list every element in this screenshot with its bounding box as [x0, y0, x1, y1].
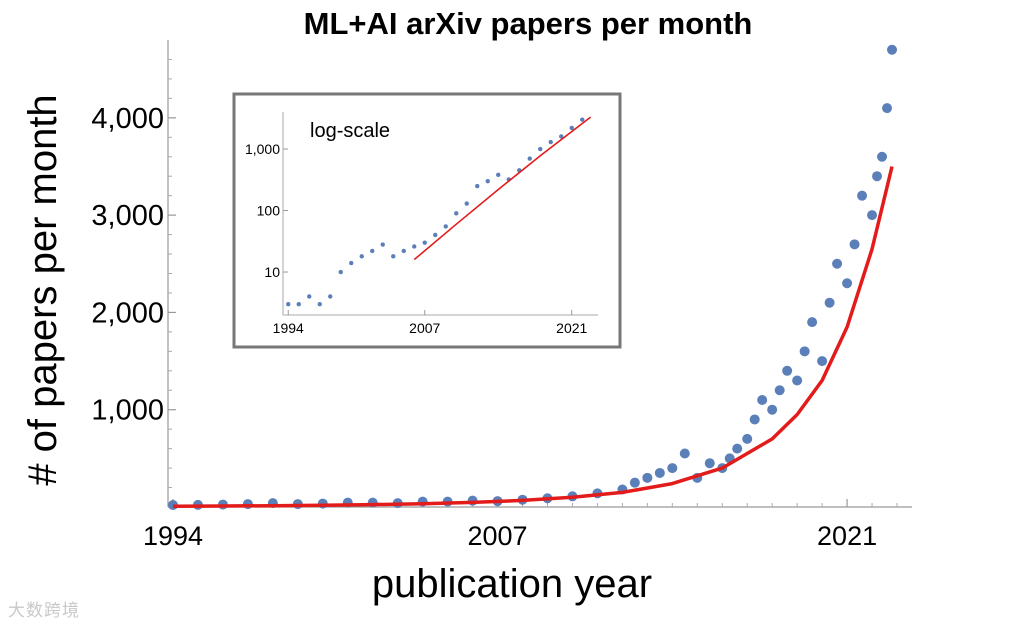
data-point	[667, 463, 678, 474]
data-point	[882, 103, 893, 114]
inset-data-point	[296, 301, 301, 307]
x-tick-label: 2021	[817, 521, 877, 551]
inset-data-point	[422, 240, 427, 245]
inset-points	[286, 117, 585, 307]
data-point	[757, 394, 768, 405]
data-point	[817, 356, 828, 367]
inset-data-point	[580, 117, 585, 122]
data-point	[872, 171, 883, 182]
inset-data-point	[464, 201, 469, 206]
y-tick-label: 1,000	[91, 395, 164, 427]
inset-data-point	[380, 242, 385, 247]
data-point	[792, 375, 803, 386]
data-point	[654, 467, 665, 478]
inset-data-point	[559, 134, 564, 139]
x-tick-label: 1994	[143, 521, 203, 551]
data-point	[807, 317, 818, 328]
inset-data-point	[349, 260, 354, 266]
inset-data-point	[401, 248, 406, 254]
data-point	[832, 258, 843, 269]
inset-x-tick-label: 2021	[556, 320, 587, 336]
data-point	[857, 190, 868, 201]
data-point	[877, 151, 888, 162]
inset-y-tick-label: 1,000	[245, 141, 280, 157]
inset-y-tick-label: 100	[257, 203, 281, 219]
chart-title: ML+AI arXiv papers per month	[304, 6, 753, 41]
data-point	[887, 44, 898, 55]
data-point	[629, 477, 640, 488]
y-tick-label: 2,000	[91, 297, 164, 329]
watermark-text: 大数跨境	[8, 601, 80, 621]
inset-data-point	[391, 254, 396, 259]
inset-data-point	[338, 269, 343, 275]
inset-fit-line	[413, 116, 592, 261]
inset-data-point	[359, 254, 364, 259]
inset-data-point	[370, 248, 375, 254]
inset-data-point	[538, 146, 543, 152]
x-axis-label: publication year	[372, 562, 652, 606]
data-point	[749, 414, 760, 425]
data-point	[799, 346, 810, 357]
y-tick-label: 3,000	[91, 200, 164, 232]
data-point	[782, 365, 793, 376]
data-point	[849, 239, 860, 250]
inset-data-point	[485, 178, 490, 184]
inset-data-point	[328, 294, 333, 299]
inset-data-point	[548, 139, 553, 145]
fit-line	[172, 166, 894, 508]
inset-data-point	[569, 125, 574, 131]
data-point	[679, 448, 690, 459]
inset-data-point	[412, 244, 417, 249]
data-point	[867, 210, 878, 221]
y-tick-label: 4,000	[91, 103, 164, 135]
inset-data-point	[433, 232, 438, 238]
data-point	[824, 297, 835, 308]
data-point	[642, 472, 653, 483]
inset-data-point	[307, 294, 312, 299]
data-point	[774, 385, 785, 396]
inset-x-tick-label: 1994	[273, 320, 304, 336]
inset-frame	[232, 92, 622, 349]
inset-x-tick-label: 2007	[409, 320, 440, 336]
y-axis-label: # of papers per month	[21, 94, 65, 485]
inset-y-tick-label: 10	[264, 264, 280, 280]
data-point	[742, 433, 753, 444]
inset-data-point	[527, 156, 532, 161]
data-point	[732, 443, 743, 454]
inset-title: log-scale	[310, 120, 390, 142]
data-point	[767, 404, 778, 415]
inset-data-point	[496, 172, 501, 178]
data-point	[704, 458, 715, 469]
x-tick-label: 2007	[468, 521, 528, 551]
data-point	[842, 278, 853, 289]
inset-data-point	[454, 211, 459, 216]
inset-data-point	[286, 301, 291, 307]
inset-data-point	[317, 301, 322, 307]
inset-data-point	[475, 183, 480, 189]
inset-data-point	[443, 224, 448, 229]
